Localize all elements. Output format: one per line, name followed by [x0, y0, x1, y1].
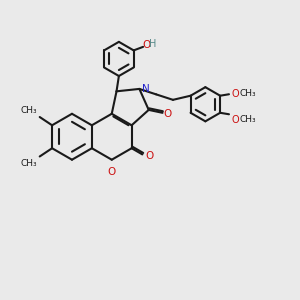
- Text: N: N: [142, 84, 150, 94]
- Text: O: O: [143, 40, 151, 50]
- Text: O: O: [107, 167, 115, 177]
- Text: CH₃: CH₃: [239, 89, 256, 98]
- Text: H: H: [149, 39, 156, 49]
- Text: CH₃: CH₃: [239, 115, 256, 124]
- Text: CH₃: CH₃: [21, 159, 38, 168]
- Text: O: O: [145, 151, 154, 161]
- Text: O: O: [232, 115, 239, 125]
- Text: O: O: [232, 89, 239, 99]
- Text: CH₃: CH₃: [21, 106, 38, 115]
- Text: O: O: [164, 109, 172, 119]
